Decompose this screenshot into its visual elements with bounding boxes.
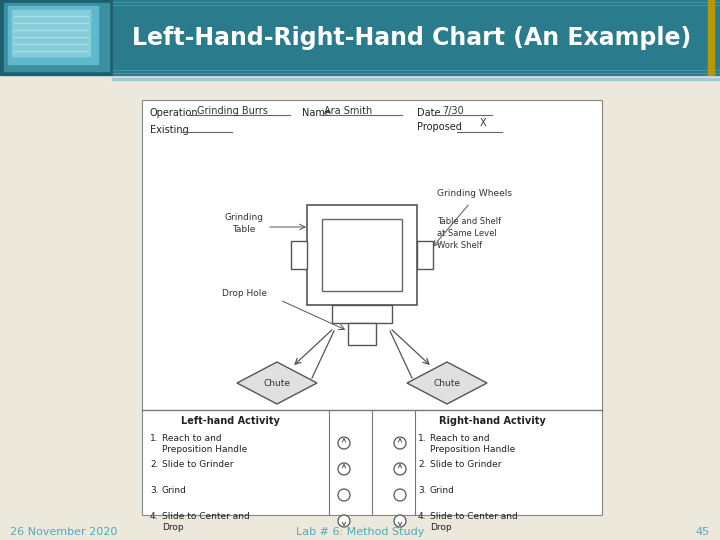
Text: Grinding Burrs: Grinding Burrs <box>197 106 268 116</box>
Bar <box>307 205 417 305</box>
Text: Name: Name <box>302 108 331 118</box>
Text: 3.: 3. <box>150 486 158 495</box>
Bar <box>113 0 720 75</box>
Text: 2.: 2. <box>418 460 426 469</box>
Circle shape <box>338 437 350 449</box>
Text: 45: 45 <box>696 527 710 537</box>
Text: Left-Hand-Right-Hand Chart (An Example): Left-Hand-Right-Hand Chart (An Example) <box>132 26 691 50</box>
Text: Slide to Grinder: Slide to Grinder <box>162 460 233 469</box>
Bar <box>12 10 90 56</box>
Text: 1.: 1. <box>150 434 158 443</box>
Text: Date: Date <box>417 108 441 118</box>
Bar <box>708 0 714 75</box>
Bar <box>142 100 602 515</box>
Text: 4.: 4. <box>418 512 426 521</box>
Text: 4.: 4. <box>150 512 158 521</box>
Bar <box>0 0 113 75</box>
Circle shape <box>394 489 406 501</box>
Text: Slide to Grinder: Slide to Grinder <box>430 460 502 469</box>
Text: Slide to Center and
Drop: Slide to Center and Drop <box>430 512 518 532</box>
Text: Existing: Existing <box>150 125 189 135</box>
Circle shape <box>394 463 406 475</box>
Text: Reach to and
Preposition Handle: Reach to and Preposition Handle <box>162 434 247 454</box>
Text: Left-hand Activity: Left-hand Activity <box>181 416 279 426</box>
Text: Proposed: Proposed <box>417 122 462 132</box>
Circle shape <box>338 489 350 501</box>
Text: 2.: 2. <box>150 460 158 469</box>
Bar <box>417 241 433 269</box>
Text: 3.: 3. <box>418 486 427 495</box>
Text: Drop Hole: Drop Hole <box>222 288 266 298</box>
Text: Grind: Grind <box>430 486 455 495</box>
Circle shape <box>338 463 350 475</box>
Bar <box>322 219 402 291</box>
Polygon shape <box>237 362 317 404</box>
Bar <box>8 6 98 64</box>
Circle shape <box>394 515 406 527</box>
Text: Reach to and
Preposition Handle: Reach to and Preposition Handle <box>430 434 516 454</box>
Text: Grinding Wheels: Grinding Wheels <box>437 188 512 198</box>
Circle shape <box>394 437 406 449</box>
Bar <box>332 305 392 323</box>
Polygon shape <box>407 362 487 404</box>
Bar <box>348 323 376 345</box>
Text: Slide to Center and
Drop: Slide to Center and Drop <box>162 512 250 532</box>
Circle shape <box>338 515 350 527</box>
Text: Operation: Operation <box>150 108 199 118</box>
Text: Chute: Chute <box>433 380 461 388</box>
Bar <box>4 3 109 71</box>
Text: Right-hand Activity: Right-hand Activity <box>438 416 545 426</box>
Text: 26 November 2020: 26 November 2020 <box>10 527 117 537</box>
Text: Grinding
Table: Grinding Table <box>225 213 264 234</box>
Text: Lab # 6: Method Study: Lab # 6: Method Study <box>296 527 424 537</box>
Text: Chute: Chute <box>264 380 290 388</box>
Bar <box>291 241 307 269</box>
Bar <box>113 82 720 540</box>
Text: 7/30: 7/30 <box>442 106 464 116</box>
Text: X: X <box>480 118 487 128</box>
Text: Table and Shelf
at Same Level
Work Shelf: Table and Shelf at Same Level Work Shelf <box>437 217 501 249</box>
Text: Ara Smith: Ara Smith <box>324 106 372 116</box>
Text: 1.: 1. <box>418 434 427 443</box>
Text: Grind: Grind <box>162 486 187 495</box>
